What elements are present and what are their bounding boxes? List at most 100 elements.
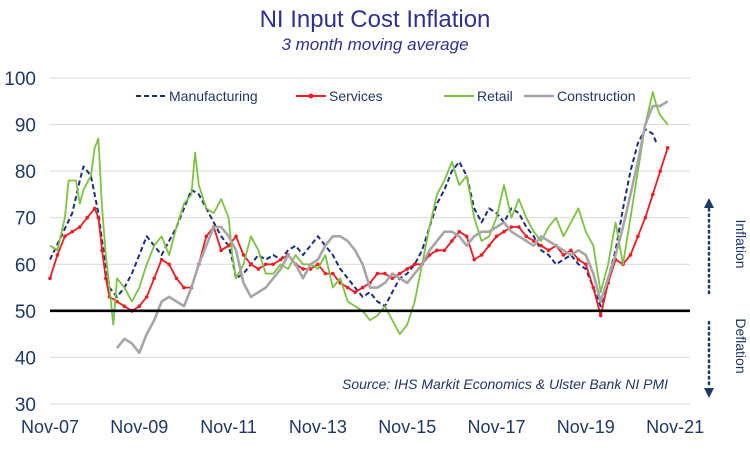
data-point-services (241, 253, 246, 257)
data-point-services (591, 285, 596, 290)
x-tick-label: Nov-19 (557, 417, 615, 437)
data-point-services (636, 234, 640, 239)
data-point-services (643, 215, 648, 220)
data-point-services (598, 313, 603, 318)
data-point-services (271, 262, 276, 267)
x-tick-label: Nov-09 (110, 417, 168, 437)
data-point-services (658, 169, 663, 173)
series-line-manufacturing (49, 128, 658, 308)
data-point-services (353, 290, 357, 295)
deflation-label: Deflation (733, 318, 749, 373)
data-point-services (234, 234, 238, 239)
data-point-services (264, 262, 268, 267)
chart-subtitle: 3 month moving average (281, 35, 469, 54)
data-point-services (122, 304, 127, 309)
data-point-services (77, 225, 82, 229)
series-line-services (49, 147, 669, 317)
data-point-services (531, 239, 536, 243)
data-point-services (96, 215, 101, 220)
data-point-services (70, 229, 75, 234)
data-point-services (323, 271, 328, 276)
legend-marker-services (308, 93, 314, 99)
data-point-services (226, 243, 231, 248)
series-line-construction (115, 100, 669, 355)
data-point-services (472, 257, 476, 262)
data-point-services (494, 234, 499, 239)
data-point-services (256, 267, 261, 271)
data-point-services (576, 257, 581, 262)
data-point-services (249, 262, 253, 267)
data-point-services (383, 271, 387, 276)
data-point-services (204, 234, 209, 239)
data-point-services (405, 267, 410, 271)
legend-label-services: Services (329, 88, 383, 104)
x-tick-label: Nov-07 (21, 417, 79, 437)
data-point-services (442, 248, 447, 253)
data-point-services (301, 267, 305, 271)
data-point-services (330, 271, 335, 276)
data-point-services (450, 239, 454, 243)
legend-label-retail: Retail (477, 88, 513, 104)
y-tick-label: 70 (15, 209, 36, 230)
data-point-services (182, 285, 186, 290)
data-point-services (159, 257, 164, 262)
data-point-services (539, 243, 543, 248)
legend-label-manufacturing: Manufacturing (169, 88, 258, 104)
source-note: Source: IHS Markit Economics & Ulster Ba… (342, 376, 668, 392)
data-point-services (464, 234, 469, 239)
x-tick-label: Nov-17 (467, 417, 525, 437)
data-point-services (435, 248, 439, 253)
arrow-down-icon (704, 388, 714, 398)
data-point-services (390, 276, 395, 281)
data-point-services (628, 253, 633, 257)
x-tick-label: Nov-11 (200, 417, 257, 437)
data-point-services (174, 276, 179, 281)
data-point-services (48, 276, 52, 281)
data-point-services (375, 271, 380, 276)
data-point-services (509, 225, 514, 229)
data-point-services (412, 262, 417, 267)
x-tick-label: Nov-21 (646, 417, 704, 437)
series-line-retail (49, 91, 669, 336)
chart-title: NI Input Cost Inflation (259, 6, 491, 33)
data-point-services (278, 257, 283, 262)
data-point-services (517, 225, 521, 229)
data-point-services (55, 253, 60, 257)
data-point-services (397, 271, 402, 276)
data-point-services (561, 253, 566, 257)
x-tick-label: Nov-13 (289, 417, 347, 437)
inflation-label: Inflation (733, 219, 749, 268)
data-point-services (167, 262, 171, 267)
data-point-services (360, 285, 365, 290)
data-point-services (665, 146, 670, 150)
y-tick-label: 60 (15, 255, 36, 276)
data-point-services (137, 304, 142, 309)
arrow-up-icon (704, 198, 714, 208)
data-point-services (316, 262, 320, 267)
y-tick-label: 80 (15, 162, 36, 183)
data-point-services (546, 248, 551, 253)
x-tick-label: Nov-15 (378, 417, 436, 437)
data-point-services (63, 234, 67, 239)
data-point-services (100, 248, 104, 253)
y-tick-label: 90 (15, 116, 36, 137)
data-point-services (650, 192, 655, 197)
data-point-services (502, 229, 506, 234)
data-point-services (487, 243, 491, 248)
data-point-services (479, 253, 484, 257)
y-tick-label: 40 (15, 348, 36, 369)
data-point-services (524, 234, 529, 239)
y-tick-label: 100 (4, 69, 36, 90)
data-point-services (104, 276, 108, 281)
data-point-services (85, 215, 90, 220)
data-point-services (152, 276, 156, 281)
data-point-services (219, 248, 223, 253)
y-tick-label: 30 (15, 395, 36, 416)
legend-label-construction: Construction (557, 88, 636, 104)
data-point-services (569, 248, 573, 253)
data-point-services (144, 295, 149, 299)
data-point-services (345, 285, 350, 290)
data-point-services (584, 262, 588, 267)
y-tick-label: 50 (15, 302, 36, 323)
